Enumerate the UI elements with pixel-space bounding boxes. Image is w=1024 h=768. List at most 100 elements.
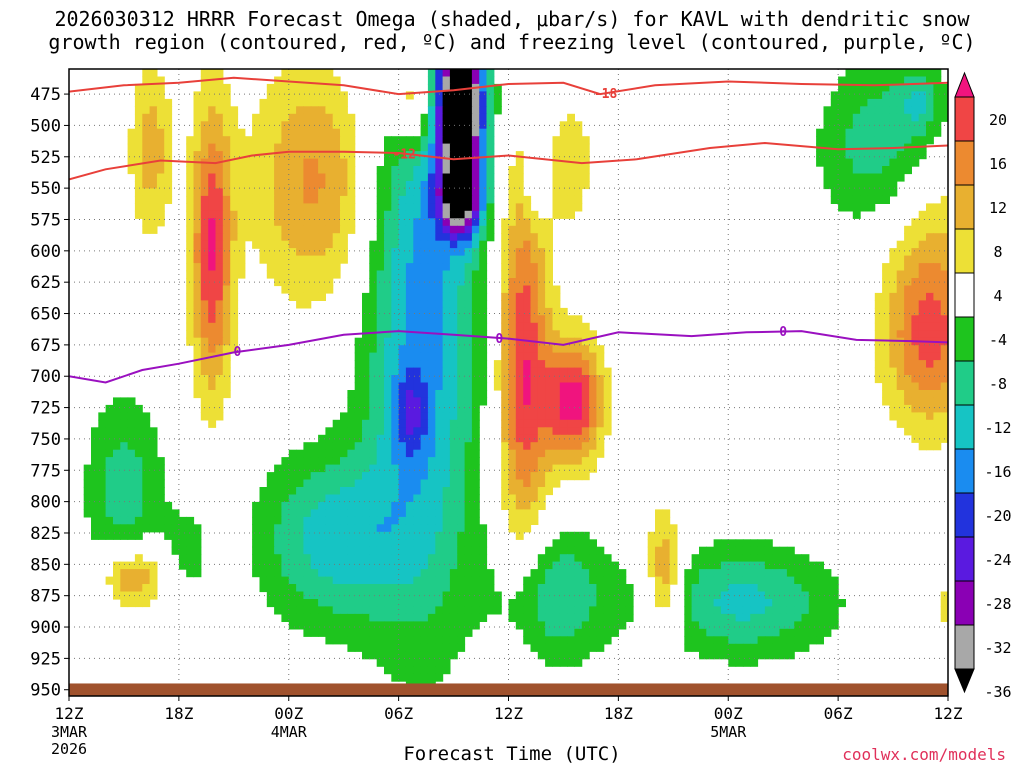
omega-cell <box>127 449 136 458</box>
omega-cell <box>559 397 568 406</box>
omega-cell <box>427 330 436 339</box>
omega-cell <box>435 113 444 122</box>
omega-cell <box>384 315 392 324</box>
omega-cell <box>918 375 927 384</box>
omega-cell <box>845 136 854 145</box>
omega-cell <box>911 240 920 249</box>
omega-cell <box>230 195 239 204</box>
omega-cell <box>471 98 480 107</box>
omega-cell <box>940 292 948 301</box>
omega-cell <box>427 113 436 122</box>
omega-cell <box>435 188 444 197</box>
omega-cell <box>471 188 480 197</box>
omega-cell <box>435 151 444 160</box>
omega-cell <box>493 606 502 615</box>
omega-cell <box>449 166 458 175</box>
omega-cell <box>603 561 612 570</box>
omega-cell <box>303 628 312 637</box>
omega-cell <box>559 315 568 324</box>
omega-cell <box>567 434 575 443</box>
omega-cell <box>479 106 488 115</box>
omega-cell <box>882 292 890 301</box>
omega-cell <box>398 255 407 264</box>
omega-cell <box>332 263 341 272</box>
omega-cell <box>479 300 488 309</box>
omega-cell <box>405 195 414 204</box>
omega-cell <box>325 255 334 264</box>
omega-cell <box>772 569 781 578</box>
omega-cell <box>611 599 619 608</box>
omega-cell <box>486 195 495 204</box>
omega-cell <box>435 76 444 85</box>
omega-cell <box>603 613 612 622</box>
omega-cell <box>852 121 861 130</box>
omega-cell <box>479 173 488 182</box>
omega-cell <box>413 576 422 585</box>
omega-cell <box>105 427 114 436</box>
omega-cell <box>537 330 546 339</box>
omega-cell <box>296 606 304 615</box>
omega-cell <box>794 584 803 593</box>
omega-cell <box>904 285 912 294</box>
omega-cell <box>303 524 312 533</box>
omega-cell <box>405 636 414 645</box>
omega-cell <box>391 584 400 593</box>
omega-cell <box>523 501 532 510</box>
omega-cell <box>808 636 817 645</box>
omega-cell <box>347 531 356 540</box>
omega-cell <box>457 516 466 525</box>
omega-cell <box>244 233 253 242</box>
omega-cell <box>515 621 524 630</box>
omega-cell <box>362 307 370 316</box>
omega-cell <box>904 315 912 324</box>
omega-cell <box>391 143 400 152</box>
omega-cell <box>523 218 532 227</box>
omega-cell <box>281 225 290 234</box>
omega-cell <box>193 91 202 100</box>
omega-cell <box>405 569 414 578</box>
omega-cell <box>303 136 312 145</box>
omega-cell <box>508 427 517 436</box>
omega-cell <box>362 397 370 406</box>
omega-cell <box>303 539 312 548</box>
omega-cell <box>603 554 612 563</box>
omega-cell <box>325 203 334 212</box>
omega-cell <box>296 233 304 242</box>
omega-cell <box>303 621 312 630</box>
omega-cell <box>222 195 231 204</box>
omega-cell <box>113 397 121 406</box>
omega-cell <box>376 464 385 473</box>
credit-link[interactable]: coolwx.com/models <box>842 745 1006 764</box>
omega-cell <box>413 203 422 212</box>
omega-cell <box>530 382 539 391</box>
omega-cell <box>252 143 260 152</box>
omega-cell <box>164 151 173 160</box>
omega-cell <box>662 599 671 608</box>
omega-cell <box>581 606 590 615</box>
omega-cell <box>515 412 524 421</box>
omega-cell <box>215 91 224 100</box>
omega-cell <box>530 255 539 264</box>
omega-cell <box>713 561 722 570</box>
omega-cell <box>559 412 568 421</box>
omega-cell <box>303 457 312 466</box>
omega-cell <box>552 651 561 660</box>
omega-cell <box>164 143 173 152</box>
omega-cell <box>266 561 275 570</box>
omega-cell <box>405 218 414 227</box>
omega-cell <box>772 584 781 593</box>
omega-cell <box>413 613 422 622</box>
omega-cell <box>581 352 590 361</box>
omega-cell <box>545 621 553 630</box>
omega-cell <box>98 419 107 428</box>
omega-cell <box>515 315 524 324</box>
omega-cell <box>882 330 890 339</box>
omega-cell <box>244 143 253 152</box>
omega-cell <box>310 487 319 496</box>
omega-cell <box>266 225 275 234</box>
omega-cell <box>259 98 268 107</box>
omega-cell <box>471 509 480 518</box>
omega-cell <box>874 367 883 376</box>
omega-cell <box>471 69 480 78</box>
omega-cell <box>449 98 458 107</box>
